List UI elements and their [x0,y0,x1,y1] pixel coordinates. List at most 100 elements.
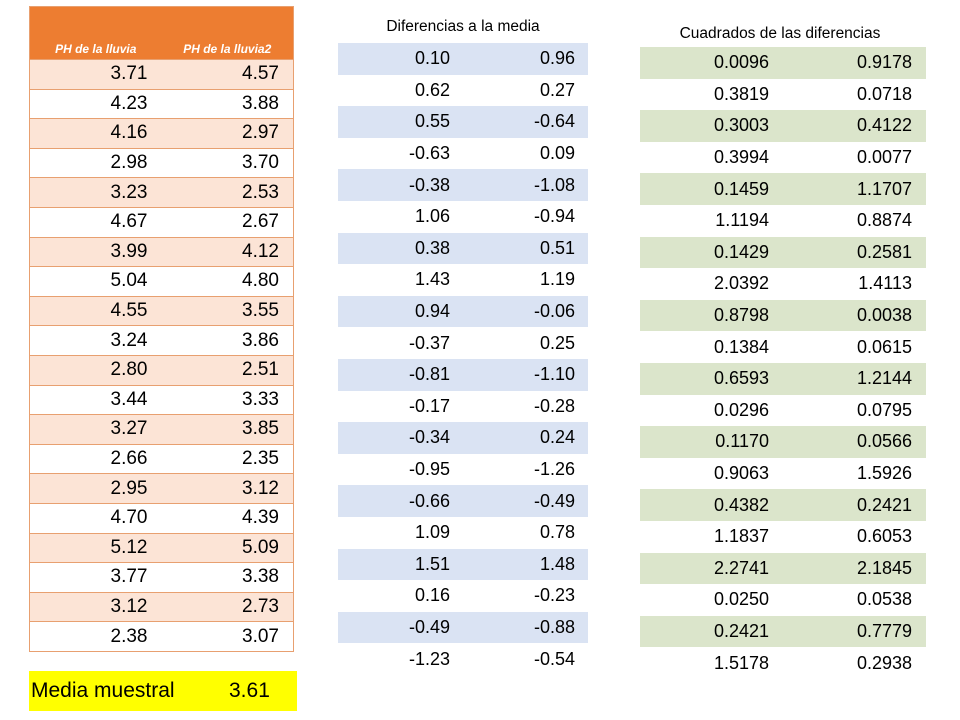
table-cell: 0.0615 [856,336,912,357]
table-row: -0.17 -0.28 [338,390,588,423]
table-row: -0.49 -0.88 [338,611,588,644]
table-cell: -0.49 [533,490,575,511]
table-row: 0.16 -0.23 [338,580,588,612]
table-cell: -0.49 [408,616,450,637]
sample-mean-box: Media muestral 3.61 [29,671,297,711]
table-cell: 3.27 [110,418,148,440]
table-row: -0.95 -1.26 [338,453,588,486]
table-cell: 3.55 [242,300,279,322]
squared-differences-table: 0.0096 0.9178 0.3819 0.0718 0.3003 0.4122 0.39… [640,47,926,679]
table-cell: -0.94 [533,206,575,227]
table-cell: 4.16 [110,122,148,144]
table-cell: 0.8798 [713,305,769,326]
table-cell: 0.51 [539,237,575,258]
table-cell: 0.0038 [856,305,912,326]
table-row: -1.23 -0.54 [338,643,588,675]
table-cell: 3.38 [242,566,279,588]
table-cell: 3.70 [242,152,279,174]
table-cell: -1.08 [533,174,575,195]
table-cell: 4.67 [110,211,148,233]
table-cell: 1.43 [414,269,450,290]
table-cell: -0.63 [408,143,450,164]
table-cell: 0.6053 [856,526,912,547]
table-cell: 1.06 [414,206,450,227]
table-row: 3.24 3.86 [30,325,293,355]
column-header-ph2: PH de la lluvia2 [183,42,272,56]
table-cell: 0.1170 [715,431,769,452]
table-row: 4.23 3.88 [30,88,293,119]
table-cell: 3.77 [110,566,148,588]
table-cell: -0.66 [408,490,450,511]
table-cell: 1.09 [414,522,450,543]
table-cell: 0.4382 [713,494,769,515]
sample-mean-value: 3.61 [229,679,270,702]
table-cell: -0.88 [533,616,575,637]
table-cell: -0.81 [408,364,450,385]
table-row: 3.99 4.12 [30,236,293,267]
table-cell: 0.4122 [856,115,912,136]
table-cell: 2.95 [110,477,148,499]
table-cell: 0.0096 [713,52,769,73]
table-cell: -0.34 [408,427,450,448]
table-cell: 1.48 [539,553,575,574]
table-cell: 0.0250 [713,589,769,610]
table-row: 4.67 2.67 [30,206,293,237]
table-cell: 0.2938 [856,652,912,673]
ph-data-table: PH de la lluvia PH de la lluvia2 3.71 4.5… [29,6,294,652]
table-row: -0.66 -0.49 [338,485,588,517]
table-cell: 0.38 [414,237,450,258]
table-cell: 5.04 [110,270,148,292]
table-cell: -1.26 [533,459,575,480]
table-cell: 5.09 [242,536,279,558]
table-row: -0.81 -1.10 [338,358,588,391]
differences-title: Diferencias a la media [386,18,540,35]
table-row: -0.63 0.09 [338,137,588,170]
ph-table-header: PH de la lluvia PH de la lluvia2 [30,7,293,59]
table-cell: -0.54 [533,648,575,669]
table-row: 0.62 0.27 [338,74,588,107]
table-cell: 1.1707 [856,178,912,199]
table-cell: 3.23 [110,181,148,203]
table-cell: 1.19 [539,269,575,290]
table-cell: 0.55 [414,111,450,132]
table-cell: 4.57 [242,63,279,85]
table-cell: 0.27 [539,79,575,100]
table-cell: 2.38 [110,625,148,647]
table-cell: 0.0566 [856,431,912,452]
table-cell: -1.23 [408,648,450,669]
table-cell: 2.67 [242,211,279,233]
table-cell: 4.80 [242,270,279,292]
table-row: 0.3819 0.0718 [640,78,926,111]
table-cell: 3.86 [242,329,279,351]
table-cell: 2.66 [110,448,148,470]
table-row: 0.6593 1.2144 [640,362,926,395]
table-row: 0.38 0.51 [338,232,588,265]
table-row: 3.12 2.73 [30,591,293,622]
table-cell: 3.44 [110,388,148,410]
table-row: 2.38 3.07 [30,621,293,651]
table-row: 0.9063 1.5926 [640,457,926,490]
table-row: 0.0296 0.0795 [640,394,926,427]
table-row: 0.94 -0.06 [338,295,588,328]
table-cell: -0.37 [408,332,450,353]
table-cell: 4.70 [110,507,148,529]
table-cell: 2.51 [242,359,279,381]
table-row: 3.23 2.53 [30,177,293,207]
table-cell: 2.53 [242,181,279,203]
table-cell: 2.80 [110,359,148,381]
table-cell: 0.10 [414,48,450,69]
table-row: 0.1384 0.0615 [640,331,926,363]
table-cell: 0.3003 [713,115,769,136]
table-row: 1.09 0.78 [338,516,588,549]
table-row: -0.38 -1.08 [338,169,588,201]
table-cell: 2.97 [242,122,279,144]
table-cell: 0.3819 [713,83,769,104]
table-cell: 3.24 [110,329,148,351]
table-cell: 0.0538 [856,589,912,610]
table-row: 5.12 5.09 [30,532,293,563]
differences-table: 0.10 0.96 0.62 0.27 0.55 -0.64 -0.63 0.09 -0.38-… [338,43,588,675]
table-row: 2.66 2.35 [30,443,293,474]
table-row: 1.5178 0.2938 [640,647,926,679]
table-row: 4.55 3.55 [30,295,293,326]
table-row: 3.27 3.85 [30,414,293,444]
